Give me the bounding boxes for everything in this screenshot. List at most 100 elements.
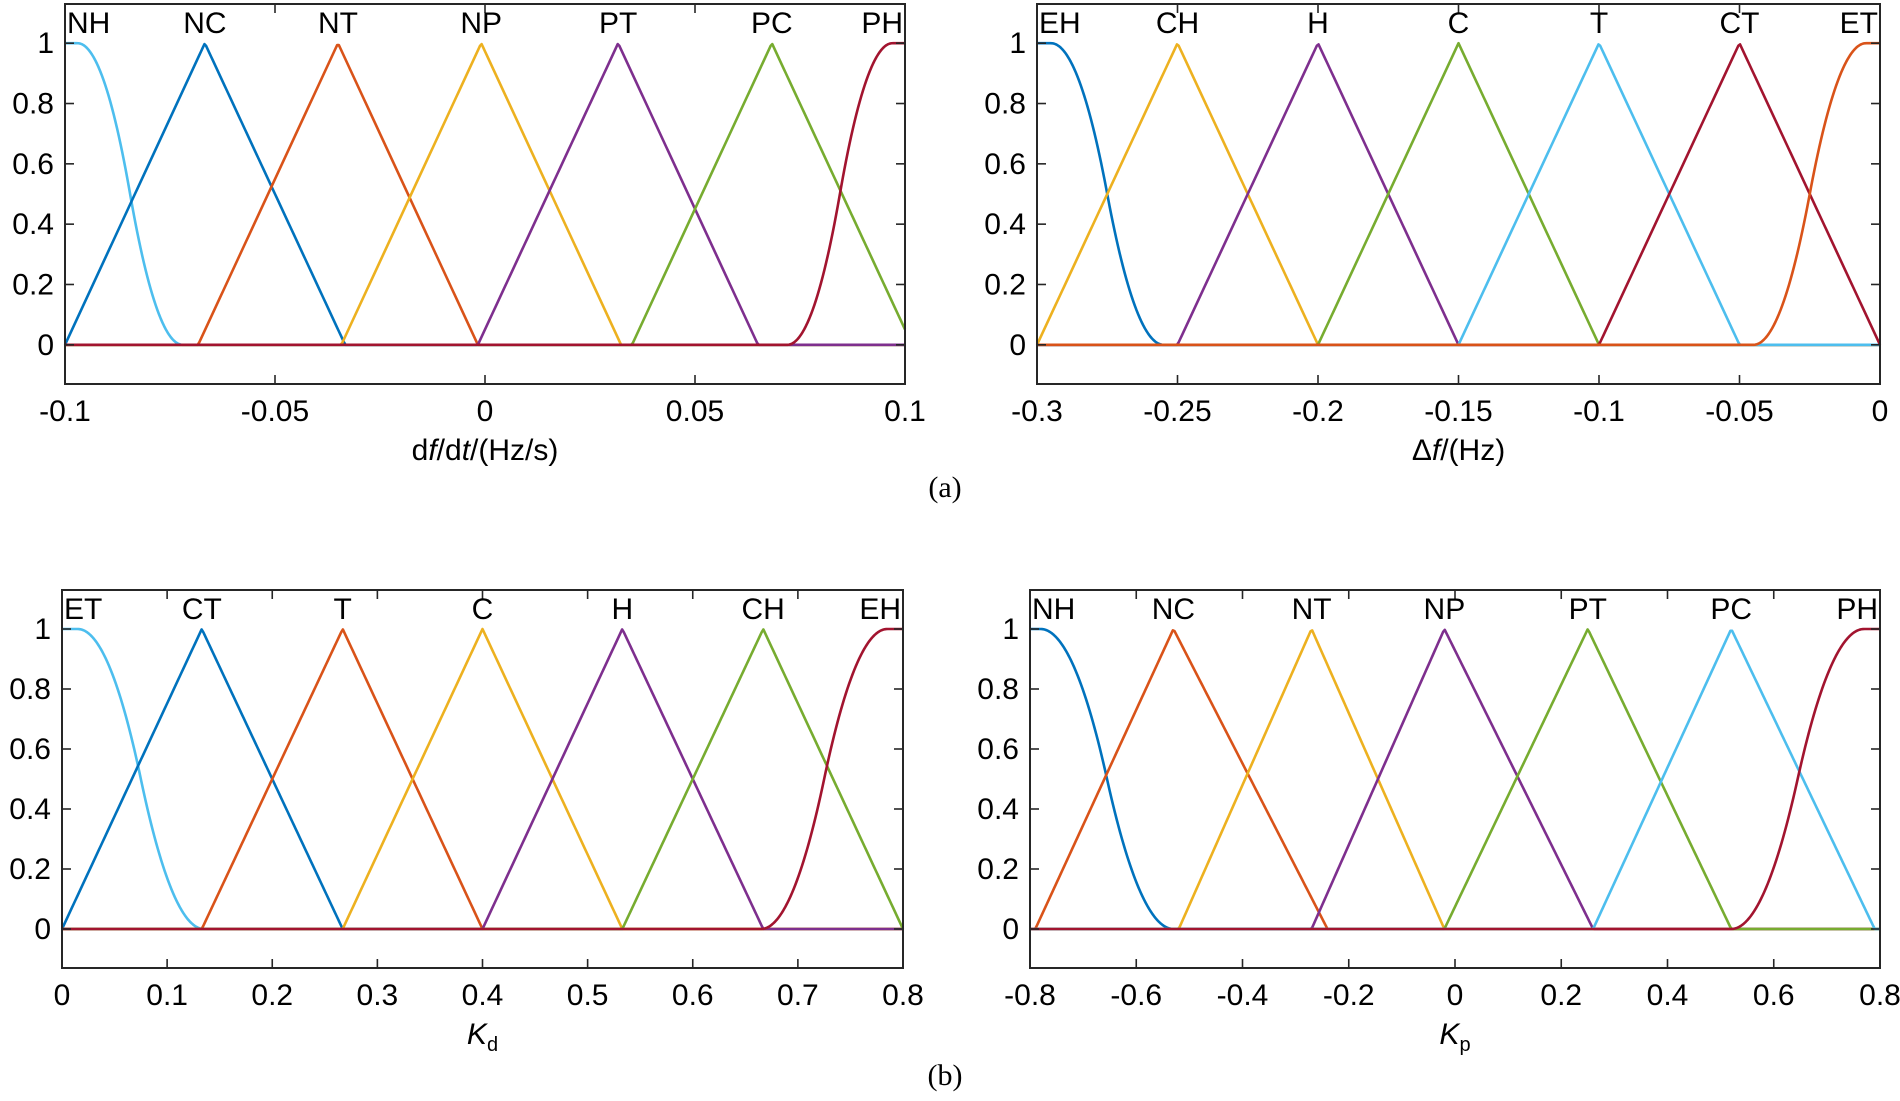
x-axis-label-part: d — [412, 434, 429, 467]
mf-label-h: H — [611, 593, 633, 626]
x-tick-label: -0.05 — [1705, 395, 1773, 428]
series-line-pt — [65, 42, 905, 347]
series-line-c — [62, 627, 903, 931]
series-line-t — [62, 628, 903, 931]
y-tick-label: 0 — [1002, 913, 1019, 946]
mf-label-ch: CH — [1156, 7, 1199, 40]
subfigure-label-a: (a) — [928, 471, 961, 504]
mf-label-t: T — [1590, 7, 1608, 40]
mf-label-c: C — [472, 593, 494, 626]
mf-label-nh: NH — [1032, 593, 1075, 626]
y-tick-label: 1 — [1009, 27, 1026, 60]
mf-label-eh: EH — [1039, 7, 1081, 40]
chart-a-right: 0 0.2 0.4 0.6 0.8 1 -0.3 -0.25 -0.2 -0.15 -0.1 -0.0… — [984, 3, 1889, 467]
series-line-pc — [65, 42, 907, 347]
mf-label-nc: NC — [183, 7, 226, 40]
x-axis-label-part: f — [428, 434, 439, 467]
x-tick-label: -0.1 — [39, 395, 91, 428]
x-tick-label: -0.4 — [1217, 979, 1269, 1012]
x-tick-label: 0 — [1872, 395, 1889, 428]
mf-label-pc: PC — [1710, 593, 1752, 626]
series-line-np — [65, 42, 905, 347]
y-tick-label: 1 — [1002, 613, 1019, 646]
mf-label-ct: CT — [182, 593, 222, 626]
x-tick-label: 0.8 — [1859, 979, 1900, 1012]
chart-a-left: 0 0.2 0.4 0.6 0.8 1 -0.1 -0.05 0 0.05 0.1 NH NC NT NP P… — [12, 3, 926, 467]
x-axis-label-part: t — [462, 434, 472, 467]
series-line-ct — [1037, 43, 1882, 347]
mf-label-c: C — [1448, 7, 1470, 40]
x-axis-label-part: /d — [437, 434, 462, 467]
y-tick-label: 0.4 — [984, 208, 1026, 241]
series-line-nh — [65, 41, 905, 347]
mf-label-pt: PT — [1569, 593, 1607, 626]
chart-b-left: 0 0.2 0.4 0.6 0.8 1 0 0.1 0.2 0.3 0.4 0.5 0.6 0.7 0.8 E… — [9, 589, 924, 1056]
series-line-pc — [1030, 629, 1880, 931]
y-tick-label: 0.2 — [984, 268, 1026, 301]
y-tick-label: 0.2 — [9, 853, 51, 886]
x-axis-label-part: /(Hz) — [1440, 434, 1505, 467]
y-tick-label: 0.6 — [9, 733, 51, 766]
y-tick-label: 0.6 — [984, 148, 1026, 181]
x-axis-label-part: /(Hz/s) — [470, 434, 558, 467]
x-tick-label: -0.1 — [1573, 395, 1625, 428]
x-tick-label: 0 — [477, 395, 494, 428]
x-axis-label: Δf/(Hz) — [1412, 434, 1505, 467]
mf-label-pt: PT — [599, 7, 637, 40]
x-tick-label: -0.6 — [1110, 979, 1162, 1012]
x-tick-label: 0.2 — [251, 979, 293, 1012]
y-tick-label: 0.8 — [977, 673, 1019, 706]
series-line-ch — [1035, 43, 1880, 347]
x-tick-label: -0.25 — [1143, 395, 1211, 428]
mf-label-nt: NT — [318, 7, 358, 40]
axes-frame — [1036, 3, 1881, 385]
y-tick-label: 0.4 — [977, 793, 1019, 826]
y-tick-label: 0.2 — [977, 853, 1019, 886]
series-group — [1035, 41, 1882, 347]
y-tick-label: 0.6 — [977, 733, 1019, 766]
subfigure-label-b: (b) — [928, 1059, 963, 1092]
x-tick-label: -0.15 — [1424, 395, 1492, 428]
x-tick-label: 0 — [54, 979, 71, 1012]
y-tick-label: 1 — [37, 27, 54, 60]
x-tick-label: 0.3 — [357, 979, 399, 1012]
x-tick-label: 0.4 — [462, 979, 504, 1012]
series-group — [1030, 627, 1880, 931]
y-tick-label: 0 — [1009, 329, 1026, 362]
x-tick-label: 0.2 — [1540, 979, 1582, 1012]
x-tick-label: 0.6 — [1753, 979, 1795, 1012]
mf-label-nc: NC — [1152, 593, 1195, 626]
series-line-c — [1037, 41, 1880, 347]
series-line-ph — [65, 41, 905, 347]
series-group — [63, 41, 907, 347]
x-tick-label: 0.05 — [666, 395, 724, 428]
mf-label-np: NP — [1424, 593, 1466, 626]
mf-label-pc: PC — [751, 7, 793, 40]
x-axis-label-part: Δ — [1412, 434, 1432, 467]
x-tick-label: 0.1 — [146, 979, 188, 1012]
y-tick-label: 0.4 — [9, 793, 51, 826]
y-tick-label: 0 — [37, 329, 54, 362]
y-tick-label: 0.6 — [12, 148, 54, 181]
series-line-ph — [1030, 627, 1880, 931]
y-tick-label: 0.2 — [12, 268, 54, 301]
mf-label-ph: PH — [1836, 593, 1878, 626]
axes-frame — [61, 589, 904, 969]
x-axis-label: df/dt/(Hz/s) — [412, 434, 559, 467]
mf-label-h: H — [1307, 7, 1329, 40]
x-axis-label-part: K — [467, 1018, 489, 1051]
series-line-ch — [62, 628, 905, 931]
mf-label-et: ET — [1840, 7, 1878, 40]
y-tick-label: 0.4 — [12, 208, 54, 241]
series-line-eh — [62, 627, 903, 931]
mf-label-eh: EH — [859, 593, 901, 626]
x-tick-label: 0.4 — [1647, 979, 1689, 1012]
y-tick-label: 0.8 — [984, 88, 1026, 121]
x-tick-label: 0.5 — [567, 979, 609, 1012]
mf-label-ct: CT — [1720, 7, 1760, 40]
x-axis-label-part: f — [1432, 434, 1443, 467]
series-line-h — [1037, 43, 1880, 347]
x-tick-label: -0.2 — [1292, 395, 1344, 428]
series-line-et — [62, 627, 903, 931]
